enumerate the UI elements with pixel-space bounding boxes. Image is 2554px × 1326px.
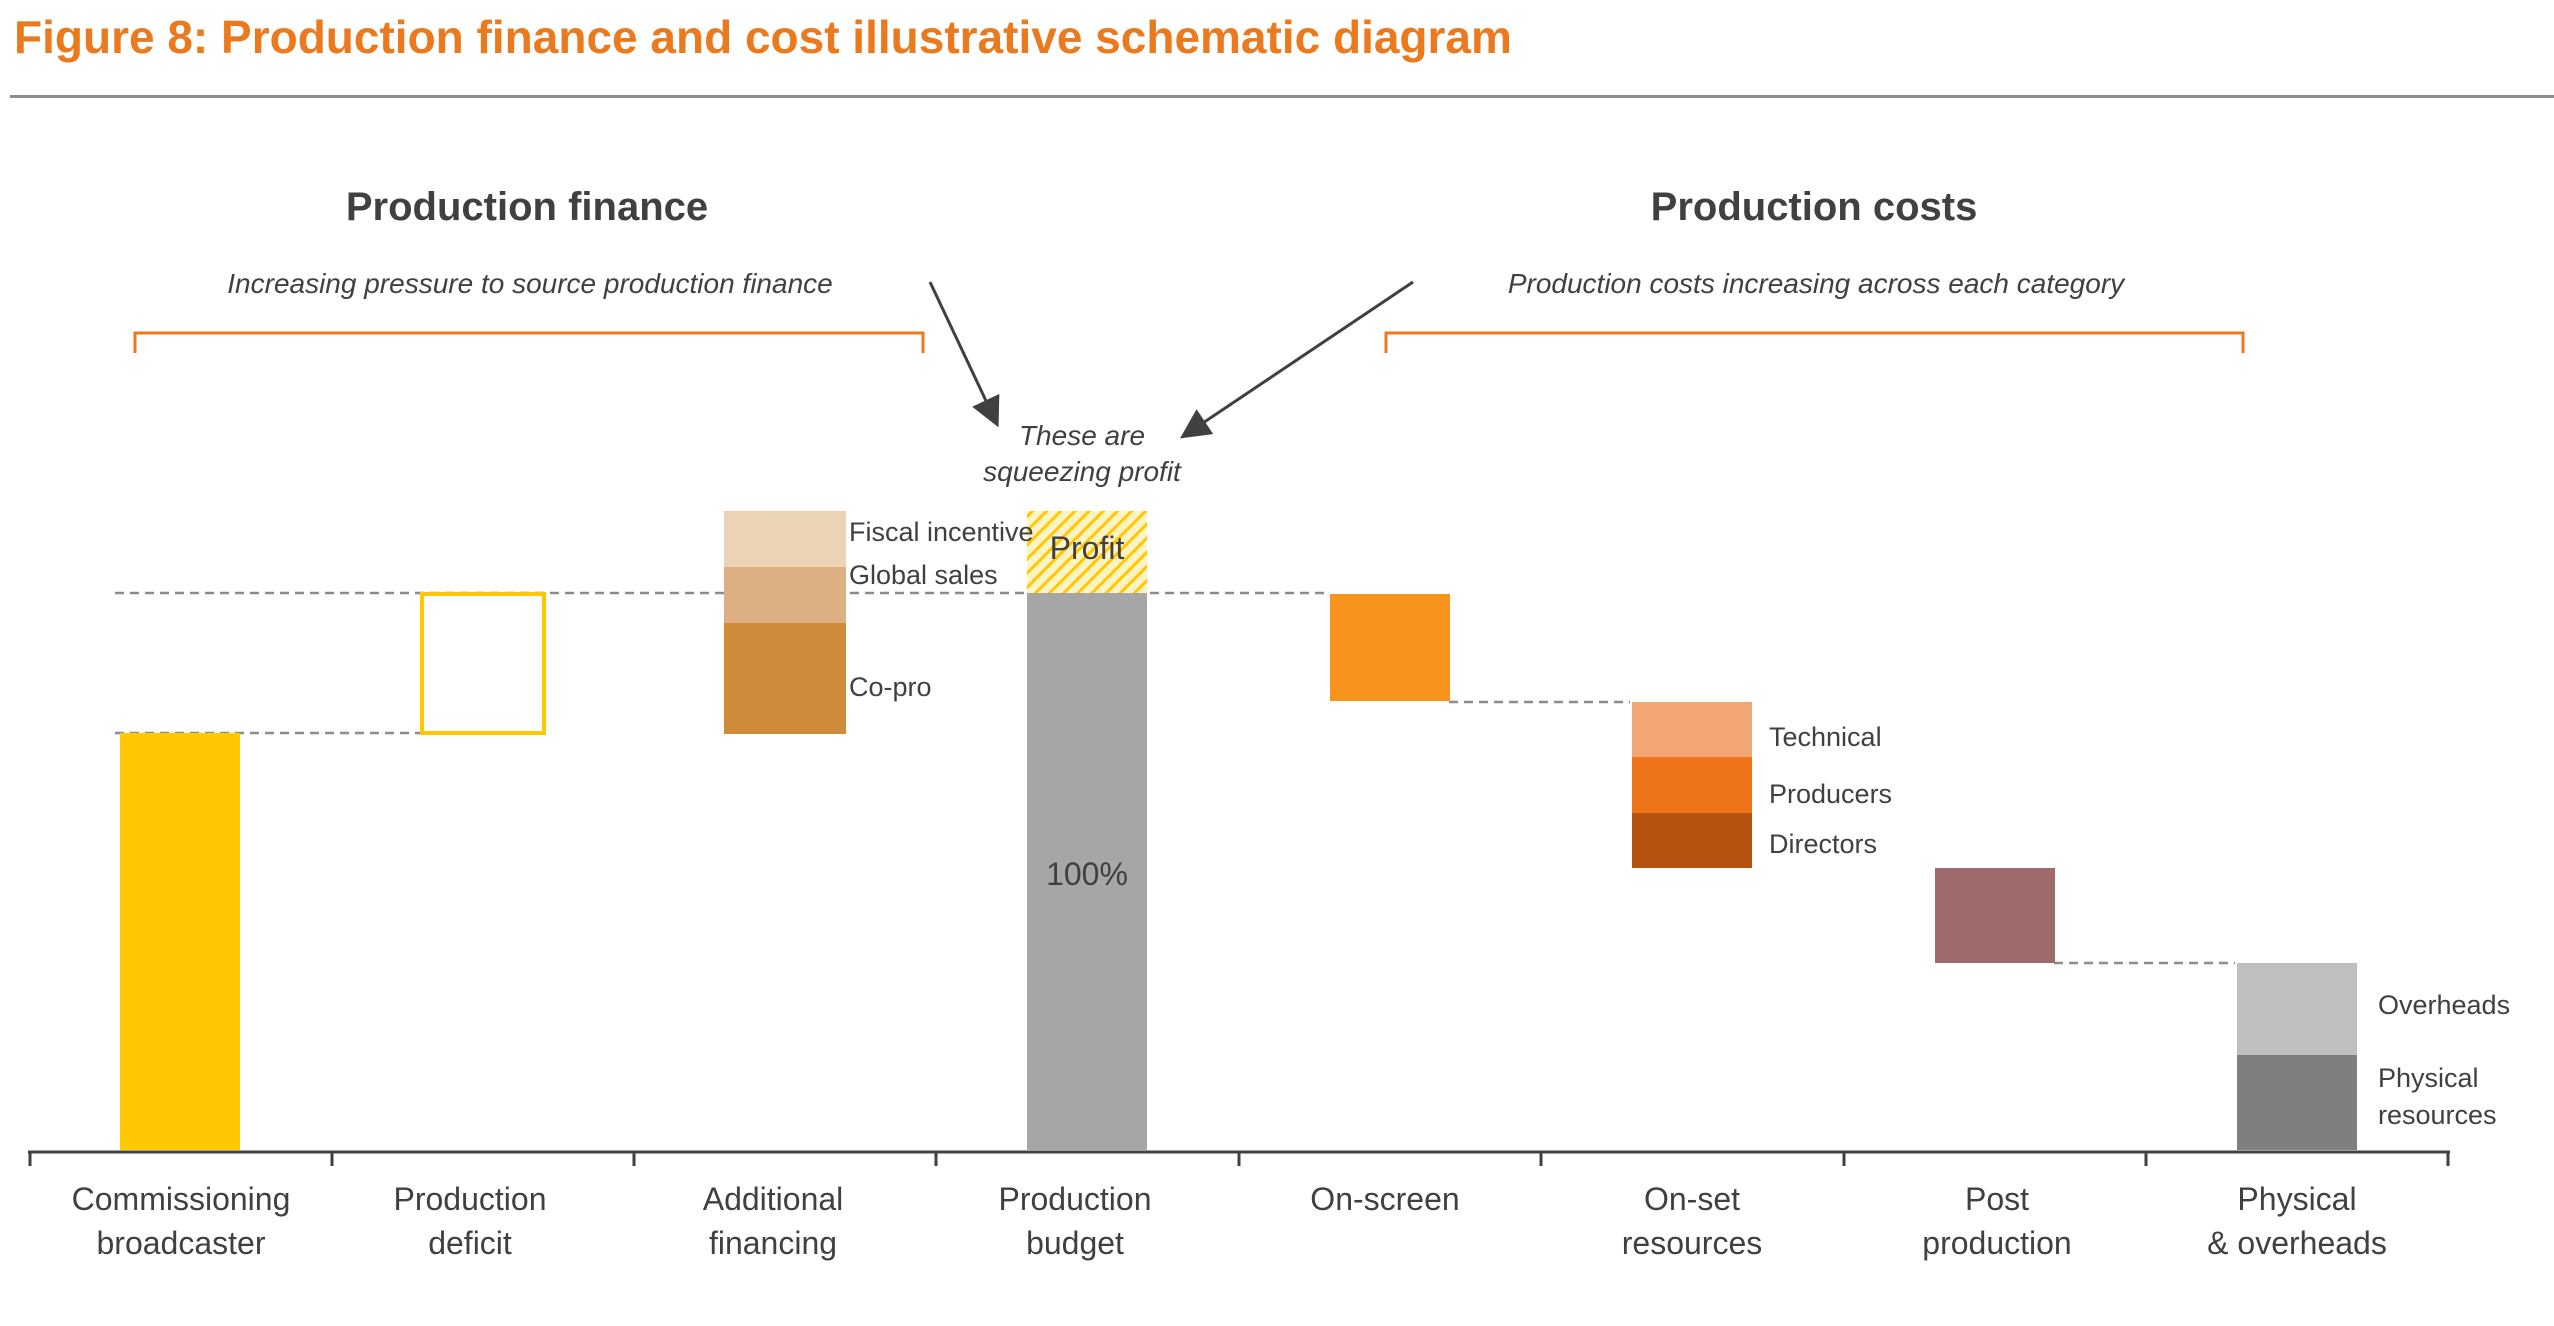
- segment-global-sales: [724, 567, 846, 623]
- co-pro-label: Co-pro: [849, 672, 932, 702]
- category-label-commissioning-2: broadcaster: [97, 1225, 266, 1261]
- segment-physical-resources: [2237, 1055, 2357, 1150]
- segment-overheads: [2237, 963, 2357, 1055]
- category-label-on-set-2: resources: [1622, 1225, 1763, 1261]
- category-label-deficit-2: deficit: [428, 1225, 512, 1261]
- squeeze-note-line-1: These are: [1019, 420, 1145, 451]
- category-label-budget-1: Production: [999, 1181, 1152, 1217]
- x-axis-ticks: [28, 1152, 2450, 1166]
- segment-producers: [1632, 757, 1752, 813]
- technical-label: Technical: [1769, 722, 1882, 752]
- category-label-on-set-1: On-set: [1644, 1181, 1740, 1217]
- segment-technical: [1632, 702, 1752, 757]
- global-sales-label: Global sales: [849, 560, 998, 590]
- directors-label: Directors: [1769, 829, 1877, 859]
- physical-resources-label-line-2: resources: [2378, 1100, 2497, 1130]
- category-label-deficit-1: Production: [394, 1181, 547, 1217]
- title-rule: [10, 95, 2554, 98]
- bar-post-production: [1935, 868, 2055, 963]
- category-label-commissioning-1: Commissioning: [72, 1181, 291, 1217]
- overheads-label: Overheads: [2378, 990, 2510, 1020]
- category-label-additional-1: Additional: [703, 1181, 844, 1217]
- budget-value-label: 100%: [1046, 856, 1128, 892]
- figure-title: Figure 8: Production finance and cost il…: [14, 11, 1512, 63]
- category-label-on-screen: On-screen: [1310, 1181, 1459, 1217]
- producers-label: Producers: [1769, 779, 1892, 809]
- squeeze-note-line-2: squeezing profit: [983, 456, 1182, 487]
- profit-label: Profit: [1050, 530, 1125, 566]
- segment-fiscal-incentive: [724, 511, 846, 567]
- finance-arrow: [928, 281, 1000, 428]
- category-label-additional-2: financing: [709, 1225, 837, 1261]
- category-label-budget-2: budget: [1026, 1225, 1124, 1261]
- bar-production-deficit: [420, 592, 546, 735]
- bar-production-budget: [1027, 593, 1147, 1150]
- costs-section-title: Production costs: [1651, 185, 1978, 229]
- finance-section-title: Production finance: [346, 185, 708, 229]
- category-label-post-1: Post: [1965, 1181, 2029, 1217]
- finance-section-subtitle: Increasing pressure to source production…: [227, 268, 832, 299]
- segment-profit: [1027, 511, 1147, 593]
- segment-co-pro: [724, 623, 846, 734]
- costs-bracket: [1384, 331, 2245, 353]
- costs-section-subtitle: Production costs increasing across each …: [1508, 268, 2126, 299]
- finance-bracket: [133, 331, 925, 353]
- category-label-physical-1: Physical: [2237, 1181, 2356, 1217]
- physical-resources-label-line-1: Physical: [2378, 1063, 2479, 1093]
- costs-arrow: [1180, 280, 1414, 439]
- category-label-post-2: production: [1922, 1225, 2071, 1261]
- segment-directors: [1632, 813, 1752, 868]
- bar-on-screen: [1330, 594, 1450, 701]
- category-label-physical-2: & overheads: [2207, 1225, 2387, 1261]
- bar-commissioning-broadcaster: [120, 733, 240, 1150]
- fiscal-incentive-label: Fiscal incentive: [849, 517, 1034, 547]
